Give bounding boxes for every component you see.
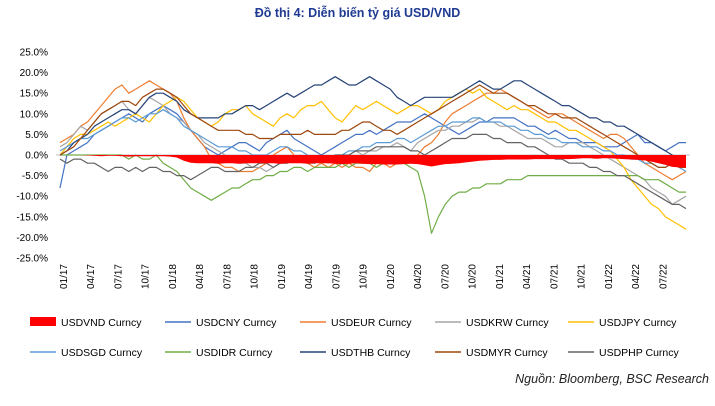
x-tick-label: 10/20	[468, 264, 479, 289]
series-line-usdidr-curncy	[60, 154, 686, 234]
x-tick-label: 01/19	[277, 264, 288, 289]
series-line-usdjpy-curncy	[59, 88, 687, 230]
y-tick-label: 25.0%	[20, 48, 48, 59]
x-tick-label: 01/17	[59, 264, 70, 289]
x-tick-label: 01/22	[604, 264, 615, 289]
x-tick-label: 10/21	[577, 264, 588, 289]
x-axis-ticks: 01/17 04/17 07/17 10/17 01/18 04/18 07/18 10/18…	[59, 264, 669, 289]
series-line-usdmyr-curncy	[59, 84, 686, 168]
x-tick-label: 04/18	[195, 264, 206, 289]
x-tick-label: 04/19	[304, 264, 315, 289]
series-line-usdkrw-curncy	[59, 96, 687, 205]
series-line-usdsgd-curncy	[59, 109, 687, 173]
y-axis-ticks: 25.0% 20.0% 15.0% 10.0% 5.0% 0.0% -5.0% -10.0% -…	[16, 48, 48, 265]
legend-label: USDJPY Curncy	[599, 317, 677, 329]
series-group	[59, 76, 687, 234]
y-tick-label: 15.0%	[20, 89, 48, 100]
chart-canvas: 25.0% 20.0% 15.0% 10.0% 5.0% 0.0% -5.0% -10.0% -…	[16, 48, 690, 359]
x-tick-label: 07/20	[440, 264, 451, 289]
legend-label: USDPHP Curncy	[599, 347, 679, 359]
x-tick-label: 07/19	[331, 264, 342, 289]
series-line-usdthb-curncy	[59, 76, 687, 164]
x-tick-label: 10/19	[359, 264, 370, 289]
series-area-usdvnd-curncy	[60, 155, 686, 168]
x-tick-label: 07/17	[113, 264, 124, 289]
x-tick-label: 01/18	[168, 264, 179, 289]
series-line-usdphp-curncy	[59, 133, 687, 210]
y-tick-label: 0.0%	[25, 151, 48, 162]
legend-label: USDTHB Curncy	[331, 347, 411, 359]
y-tick-label: -10.0%	[16, 192, 48, 203]
x-tick-label: 01/21	[495, 264, 506, 289]
y-tick-label: -25.0%	[16, 254, 48, 265]
x-tick-label: 07/22	[658, 264, 669, 289]
y-tick-label: 5.0%	[25, 130, 48, 141]
legend-label: USDEUR Curncy	[331, 317, 412, 329]
legend-label: USDCNY Curncy	[196, 317, 277, 329]
x-tick-label: 04/20	[413, 264, 424, 289]
legend-label: USDMYR Curncy	[466, 347, 548, 359]
chart-title: Đồ thị 4: Diễn biến tỷ giá USD/VND	[254, 6, 461, 20]
y-tick-label: 20.0%	[20, 68, 48, 79]
x-tick-label: 01/20	[386, 264, 397, 289]
legend-swatch	[30, 317, 56, 326]
legend-label: USDSGD Curncy	[61, 347, 143, 359]
x-tick-label: 10/18	[250, 264, 261, 289]
legend-label: USDKRW Curncy	[466, 317, 549, 329]
legend-label: USDIDR Curncy	[196, 347, 273, 359]
legend: USDVND Curncy USDCNY Curncy USDEUR Curncy U…	[30, 317, 679, 359]
x-tick-label: 07/18	[222, 264, 233, 289]
x-tick-label: 10/17	[141, 264, 152, 289]
legend-label: USDVND Curncy	[61, 317, 142, 329]
y-tick-label: -20.0%	[16, 233, 48, 244]
source-note: Nguồn: Bloomberg, BSC Research	[515, 372, 709, 386]
x-tick-label: 07/21	[549, 264, 560, 289]
y-tick-label: 10.0%	[20, 109, 48, 120]
x-tick-label: 04/21	[522, 264, 533, 289]
x-tick-label: 04/17	[86, 264, 97, 289]
y-tick-label: -15.0%	[16, 212, 48, 223]
y-tick-label: -5.0%	[22, 171, 48, 182]
x-tick-label: 04/22	[631, 264, 642, 289]
